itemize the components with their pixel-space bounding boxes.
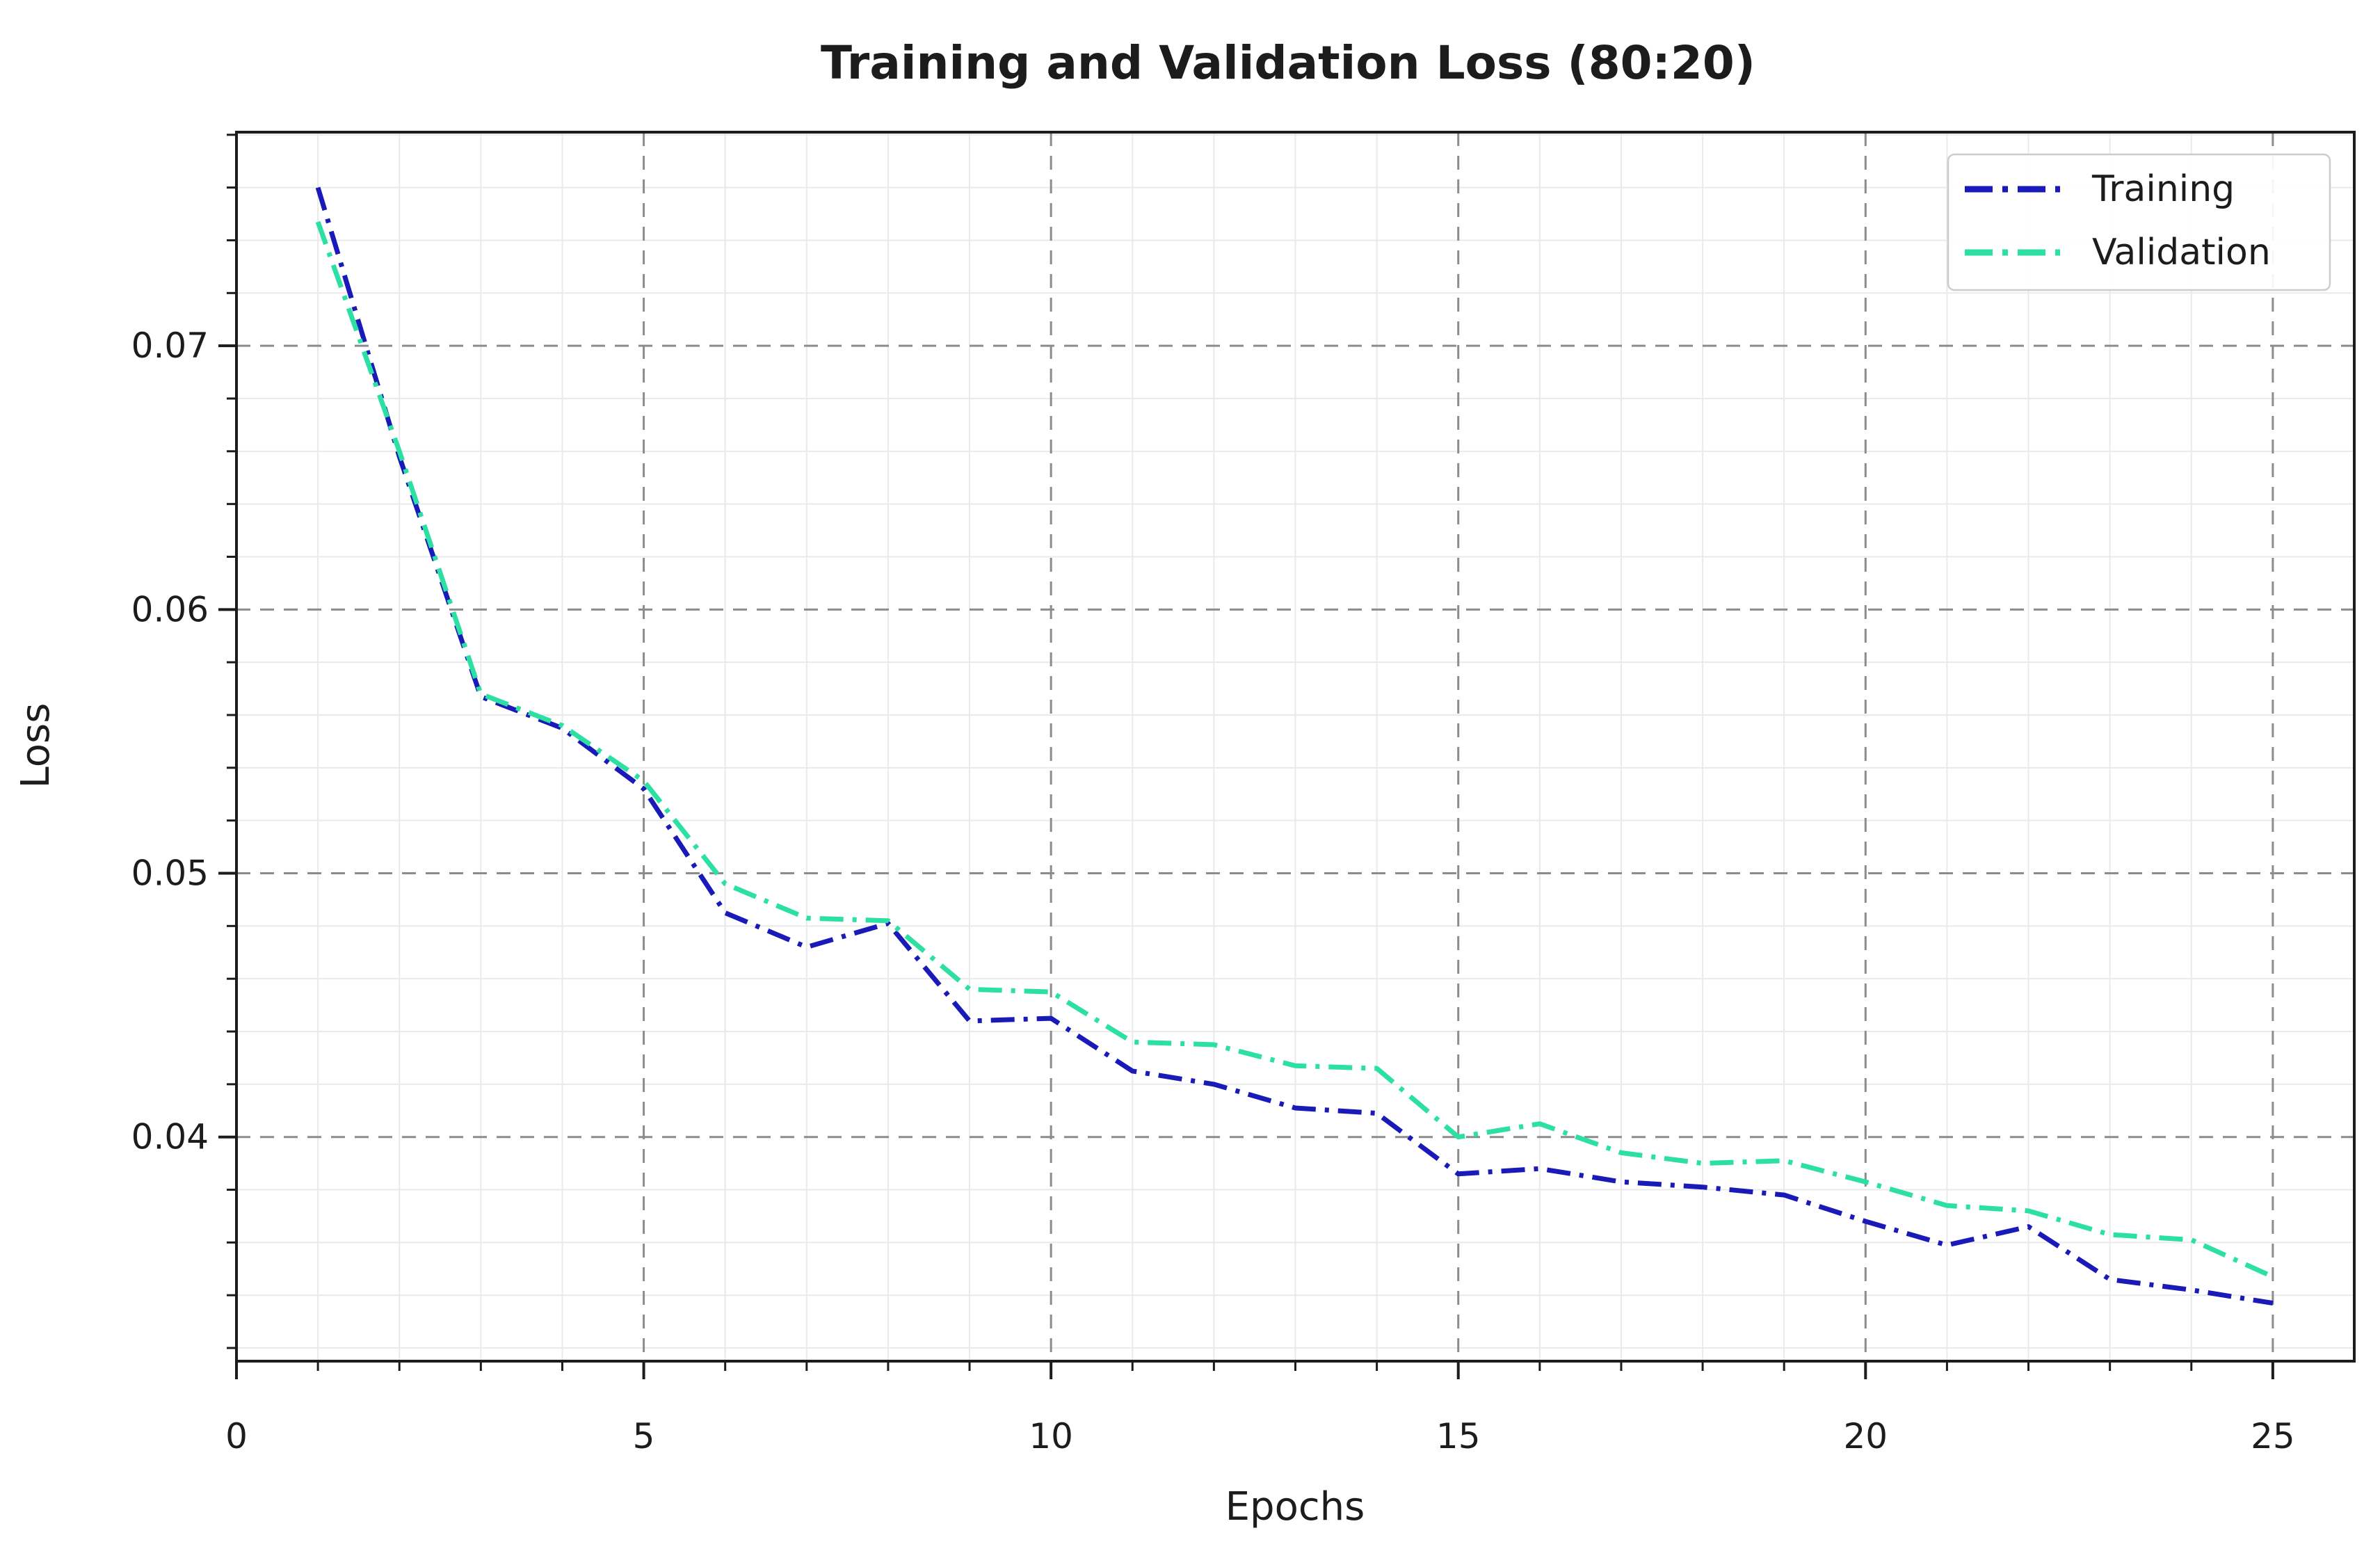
axis-ticks	[218, 134, 2274, 1379]
legend: Training Validation	[1947, 153, 2331, 291]
legend-label-validation: Validation	[2092, 232, 2271, 273]
x-tick-label: 25	[2251, 1416, 2295, 1456]
chart-title: Training and Validation Loss (80:20)	[821, 36, 1755, 90]
y-tick-label: 0.05	[131, 853, 209, 894]
y-axis-label: Loss	[13, 703, 58, 789]
series-line-training	[315, 186, 2274, 1306]
major-gridlines	[236, 132, 2354, 1361]
minor-gridlines	[236, 132, 2354, 1361]
tick-labels: 0 5 10 15 20 25 0.04 0.05 0.06 0.07	[131, 326, 2295, 1456]
series-line-validation	[315, 220, 2274, 1279]
x-axis-label: Epochs	[1225, 1484, 1365, 1529]
x-tick-label: 15	[1436, 1416, 1481, 1456]
x-tick-label: 10	[1029, 1416, 1073, 1456]
y-tick-label: 0.06	[131, 589, 209, 629]
x-tick-label: 20	[1843, 1416, 1888, 1456]
legend-label-training: Training	[2091, 168, 2235, 210]
y-tick-label: 0.04	[131, 1117, 209, 1157]
y-tick-label: 0.07	[131, 326, 209, 366]
series-lines	[315, 186, 2274, 1306]
x-tick-label: 0	[225, 1416, 248, 1456]
x-tick-label: 5	[633, 1416, 655, 1456]
